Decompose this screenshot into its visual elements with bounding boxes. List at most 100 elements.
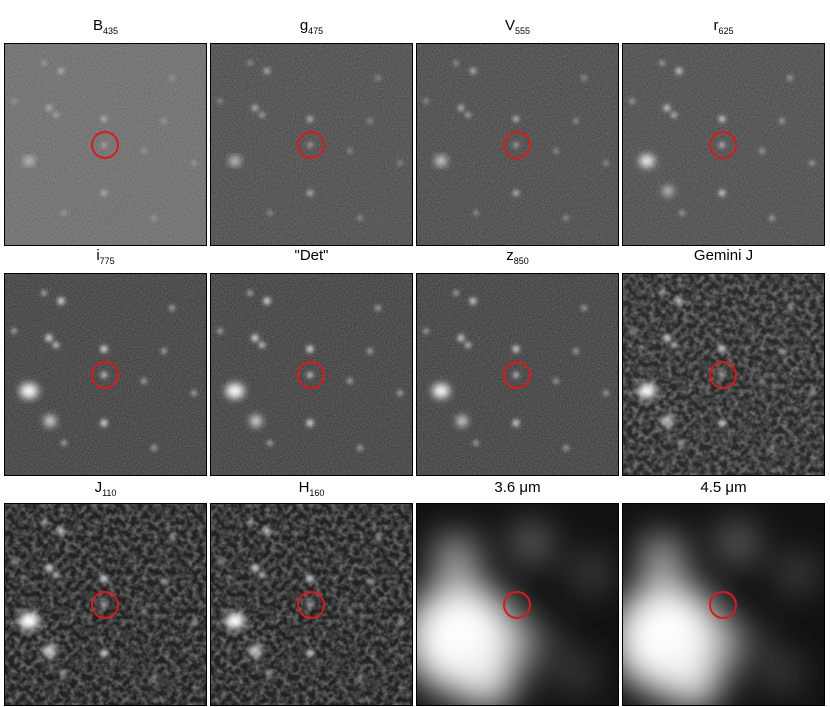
panel-border <box>4 273 207 476</box>
galaxy <box>18 612 56 657</box>
source <box>465 342 471 348</box>
panel-title: 4.5 μm <box>700 479 746 496</box>
source <box>376 76 380 80</box>
sources <box>629 60 815 221</box>
panel-image <box>416 503 619 706</box>
source <box>307 116 313 122</box>
irac-blob <box>514 621 558 665</box>
source <box>465 112 471 118</box>
source <box>151 675 157 681</box>
source <box>663 104 671 112</box>
source <box>62 211 66 215</box>
target-circle <box>503 361 531 389</box>
target-circle <box>297 361 325 389</box>
source <box>470 68 476 74</box>
source <box>679 210 685 216</box>
source <box>347 608 353 614</box>
source <box>513 190 519 196</box>
source <box>45 564 53 572</box>
source <box>769 445 775 451</box>
source <box>252 105 258 111</box>
source <box>251 564 259 572</box>
source <box>574 119 578 123</box>
source <box>581 305 587 311</box>
panel-label: "Det" <box>295 247 329 264</box>
panel-label: B <box>93 17 103 34</box>
galaxy-core <box>226 383 244 399</box>
source <box>357 445 363 451</box>
source <box>375 535 381 541</box>
source <box>259 112 265 118</box>
galaxy-core <box>638 383 656 399</box>
source <box>779 118 785 124</box>
galaxy-core <box>639 155 655 167</box>
source <box>306 419 314 427</box>
source <box>423 328 429 334</box>
source <box>513 116 519 122</box>
irac-blob <box>513 525 549 561</box>
panel-image <box>416 273 619 476</box>
panel-label: r <box>713 17 718 34</box>
panel-subscript: 475 <box>308 26 323 36</box>
source <box>61 440 67 446</box>
irac-blob <box>640 536 684 580</box>
source <box>604 161 608 165</box>
panel-border <box>210 43 413 246</box>
source <box>217 558 223 564</box>
source <box>247 520 253 526</box>
target-circle <box>297 591 325 619</box>
source <box>53 112 59 118</box>
panel-border <box>4 503 207 706</box>
source <box>675 297 683 305</box>
source <box>719 372 725 378</box>
panel-label: H <box>299 479 310 496</box>
source <box>424 99 428 103</box>
source <box>152 216 156 220</box>
source <box>101 116 107 122</box>
panel-border <box>210 503 413 706</box>
source <box>513 372 519 378</box>
galaxy-core <box>24 157 34 165</box>
source <box>58 68 64 74</box>
target-circle <box>91 131 119 159</box>
source <box>397 390 403 396</box>
source <box>809 390 815 396</box>
source <box>42 61 46 65</box>
source <box>629 328 635 334</box>
panel-title: z850 <box>506 247 529 266</box>
source <box>259 342 265 348</box>
source <box>718 189 726 197</box>
galaxy <box>432 384 467 426</box>
panel-border <box>622 273 825 476</box>
galaxy <box>638 383 674 427</box>
panel-subscript: 160 <box>309 488 324 498</box>
panel-image <box>622 503 825 706</box>
panel-image <box>210 273 413 476</box>
galaxy-core <box>435 156 447 166</box>
panel-title: B435 <box>93 17 118 36</box>
target-circle <box>297 131 325 159</box>
source <box>169 305 175 311</box>
target-circle <box>503 131 531 159</box>
source <box>307 190 313 196</box>
source <box>663 334 671 342</box>
source <box>554 149 558 153</box>
source <box>251 334 259 342</box>
source <box>759 378 765 384</box>
companion <box>663 186 673 196</box>
panel-border <box>622 43 825 246</box>
source <box>268 211 272 215</box>
source <box>573 348 579 354</box>
source <box>718 345 726 353</box>
irac-blobs <box>416 525 609 706</box>
sources <box>423 290 609 451</box>
panel-label: 4.5 μm <box>700 479 746 496</box>
source <box>100 419 108 427</box>
panel-image <box>622 43 825 246</box>
source <box>57 527 65 535</box>
source <box>603 390 609 396</box>
panel-label: V <box>505 17 515 34</box>
source <box>679 440 685 446</box>
panel-title: H160 <box>299 479 325 498</box>
panel-image <box>622 273 825 476</box>
